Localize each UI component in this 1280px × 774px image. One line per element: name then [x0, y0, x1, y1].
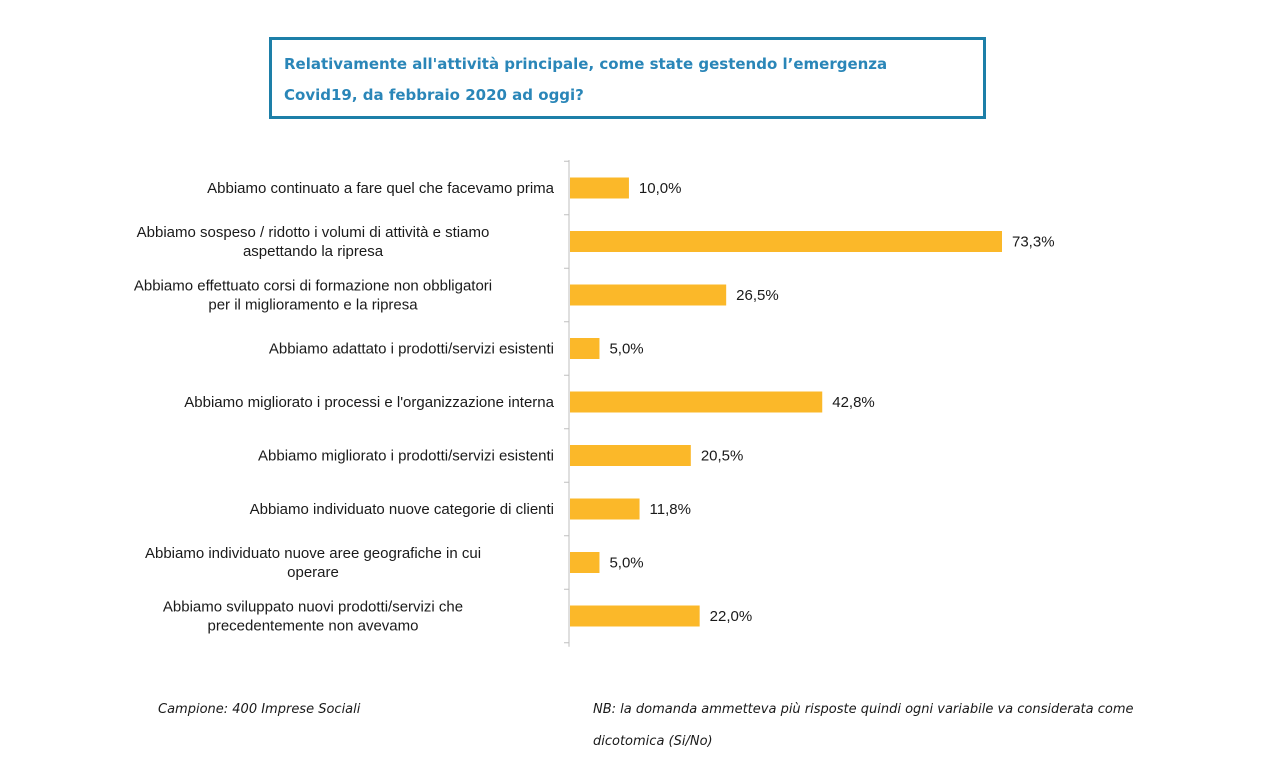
- methodology-note: NB: la domanda ammetteva più risposte qu…: [593, 694, 1134, 758]
- data-label: 42,8%: [832, 394, 875, 411]
- bar: [570, 552, 600, 573]
- bar: [570, 445, 691, 466]
- category-tick-label: Abbiamo migliorato i processi e l'organi…: [184, 394, 554, 411]
- category-tick-label: aspettando la ripresa: [243, 243, 384, 260]
- data-label: 10,0%: [639, 180, 682, 197]
- category-tick-label: Abbiamo adattato i prodotti/servizi esis…: [269, 341, 554, 358]
- bar: [570, 498, 640, 520]
- bar-chart: 10,0% Abbiamo continuato a fare quel che …: [134, 160, 1055, 647]
- sample-footnote: Campione: 400 Imprese Sociali: [158, 702, 361, 717]
- category-tick-label: Abbiamo sviluppato nuovi prodotti/serviz…: [163, 599, 463, 616]
- bar: [570, 605, 700, 627]
- category-tick-label: Abbiamo continuato a fare quel che facev…: [207, 180, 555, 197]
- bar: [570, 284, 727, 306]
- chart-title-line-1: Relativamente all'attività principale, c…: [284, 55, 888, 73]
- data-label: 26,5%: [736, 287, 779, 304]
- category-tick-label: precedentemente non avevamo: [208, 618, 419, 635]
- category-tick-label: Abbiamo effettuato corsi di formazione n…: [134, 278, 492, 295]
- category-tick-label: Abbiamo individuato nuove aree geografic…: [145, 545, 481, 562]
- category-tick-label: operare: [287, 564, 339, 581]
- data-label: 20,5%: [701, 448, 744, 465]
- chart-title-line-2: Covid19, da febbraio 2020 ad oggi?: [284, 86, 584, 104]
- category-tick-label: Abbiamo sospeso / ridotto i volumi di at…: [137, 224, 490, 241]
- bar: [570, 231, 1002, 252]
- data-label: 73,3%: [1012, 234, 1055, 251]
- methodology-note-line-1: NB: la domanda ammetteva più risposte qu…: [593, 702, 1134, 717]
- bar: [570, 177, 629, 199]
- bar: [570, 338, 600, 359]
- data-label: 22,0%: [710, 608, 753, 625]
- category-tick-label: Abbiamo individuato nuove categorie di c…: [250, 501, 554, 518]
- category-tick-label: per il miglioramento e la ripresa: [208, 297, 418, 314]
- chart-title-box: Relativamente all'attività principale, c…: [269, 37, 986, 119]
- data-label: 11,8%: [650, 501, 691, 518]
- data-label: 5,0%: [609, 341, 643, 358]
- bar: [570, 391, 823, 413]
- category-tick-label: Abbiamo migliorato i prodotti/servizi es…: [258, 448, 554, 465]
- data-label: 5,0%: [609, 555, 643, 572]
- methodology-note-line-2: dicotomica (Si/No): [593, 734, 713, 749]
